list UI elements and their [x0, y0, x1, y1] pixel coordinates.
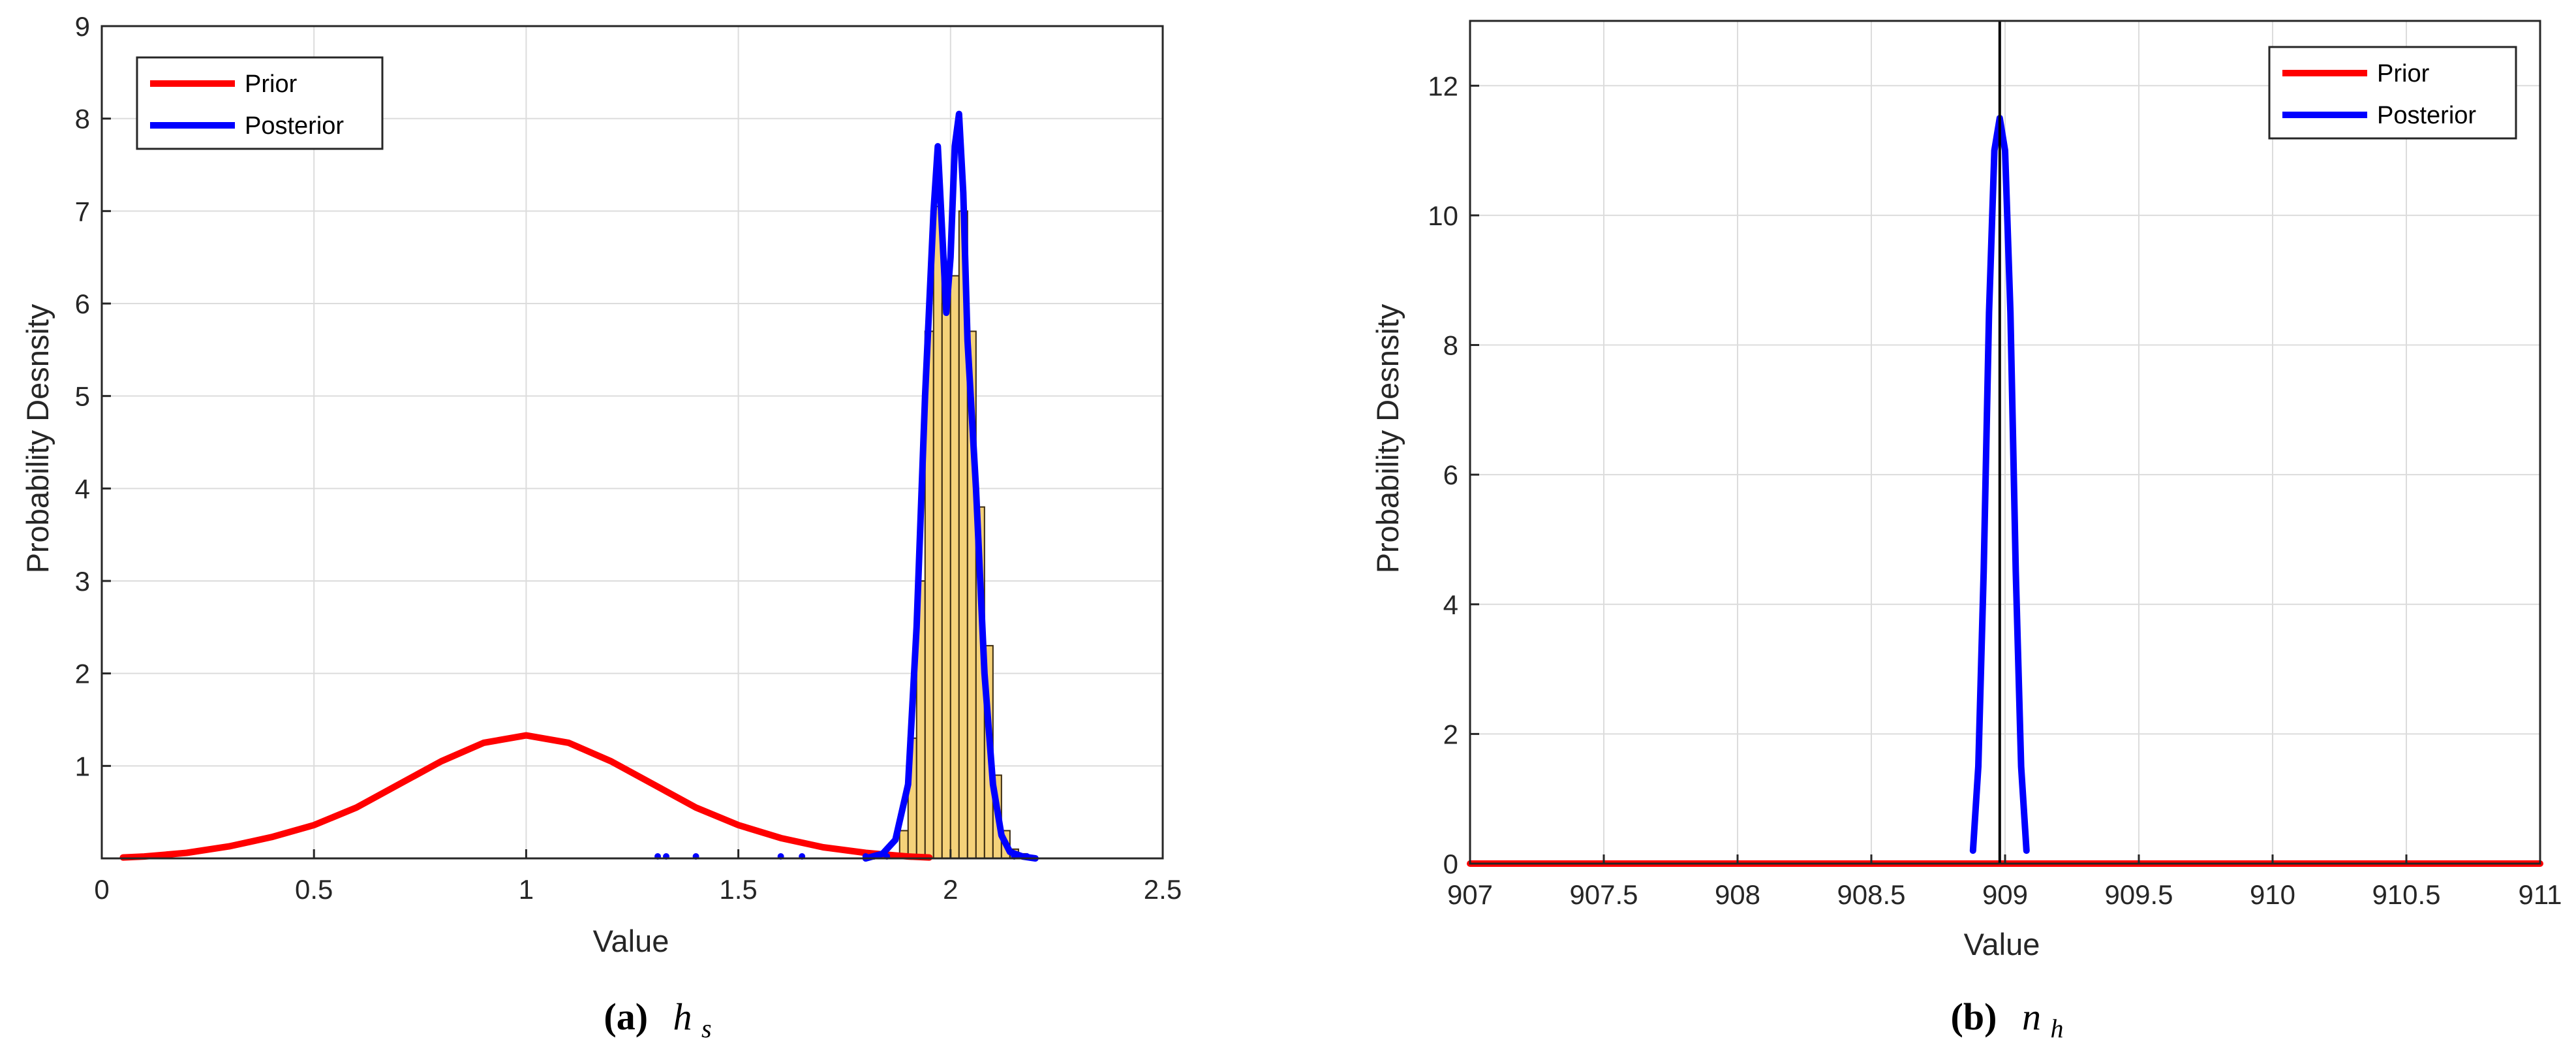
panel-b-legend-label-posterior: Posterior	[2377, 102, 2476, 129]
panel-b-ytick-label: 8	[1443, 330, 1458, 361]
panel-b-legend-label-prior: Prior	[2377, 60, 2430, 87]
panel-b-caption: (b) n h	[1951, 995, 2064, 1043]
panel-b-xtick-label: 910	[2250, 879, 2295, 910]
panel-a-ytick-label: 1	[75, 751, 90, 781]
panel-a-ytick-label: 7	[75, 196, 90, 227]
panel-a-xtick-label: 1	[519, 874, 534, 905]
histogram-bar	[932, 206, 943, 859]
panel-a-ylabel: Probability Desnsity	[20, 304, 55, 573]
panel-a-caption-symbol: h	[673, 995, 692, 1038]
panel-a-ytick-label: 2	[75, 659, 90, 689]
panel-b-xtick-label: 907	[1447, 879, 1493, 910]
panel-b-xtick-label: 908.5	[1837, 879, 1905, 910]
panel-a-xtick-label: 2	[943, 874, 958, 905]
panel-a-ytick-label: 6	[75, 289, 90, 319]
panel-a-series-prior	[119, 732, 933, 861]
panel-b-ytick-label: 10	[1428, 200, 1458, 231]
panel-a-caption: (a) h s	[604, 995, 711, 1043]
panel-a-series	[119, 110, 1039, 862]
panel-b-ylabel: Probability Desnsity	[1370, 304, 1405, 573]
panel-a-caption-letter: (a)	[604, 995, 648, 1038]
panel-a-xtick-label: 0	[94, 874, 109, 905]
panel-a-legend-label-posterior: Posterior	[245, 112, 344, 140]
panel-a-xtick-label: 1.5	[719, 874, 757, 905]
histogram-bar	[949, 275, 960, 859]
panel-a-caption-subscript: s	[701, 1014, 712, 1043]
panel-b-ytick-label: 0	[1443, 849, 1458, 879]
panel-b-ytick-label: 2	[1443, 719, 1458, 749]
panel-b-legend: Prior Posterior	[2268, 46, 2517, 140]
panel-a-series-posterior	[862, 110, 1039, 862]
panel-b-tick-labels: 907 907.5 908 908.5 909 909.5 910 910.5 911 0 2 4 6 8…	[1428, 70, 2562, 910]
panel-a-legend: Prior Posterior	[136, 56, 384, 150]
panel-a: 0 0.5 1 1.5 2 2.5 1 2 3 4 5 6 7 8 9 Value Probability …	[20, 11, 1182, 1043]
panel-b-xtick-label: 908	[1715, 879, 1760, 910]
panel-b-xtick-label: 911	[2519, 879, 2562, 910]
histogram-bar	[941, 303, 951, 859]
panel-b-caption-subscript: h	[2050, 1014, 2063, 1043]
panel-a-tick-labels: 0 0.5 1 1.5 2 2.5 1 2 3 4 5 6 7 8 9	[75, 11, 1182, 905]
axes-box	[100, 25, 1164, 860]
panel-a-legend-label-prior: Prior	[245, 70, 298, 98]
panel-b-xtick-label: 909	[1982, 879, 2028, 910]
panel-b-legend-box	[2268, 46, 2517, 140]
panel-a-ytick-label: 3	[75, 566, 90, 597]
panel-b-caption-symbol: n	[2022, 995, 2041, 1038]
panel-a-xtick-label: 0.5	[295, 874, 333, 905]
panel-a-legend-box	[136, 56, 384, 150]
panel-a-ytick-label: 5	[75, 381, 90, 412]
panel-b-xlabel: Value	[1964, 927, 2040, 962]
panel-a-ytick-label: 4	[75, 473, 90, 504]
panel-b: 907 907.5 908 908.5 909 909.5 910 910.5 911 0 2 4 6 8…	[1370, 20, 2562, 1043]
panel-b-ytick-label: 4	[1443, 589, 1458, 620]
panel-b-xtick-label: 909.5	[2104, 879, 2173, 910]
panel-a-axes	[100, 25, 1164, 860]
panel-b-xtick-label: 910.5	[2372, 879, 2440, 910]
panel-a-xtick-label: 2.5	[1144, 874, 1182, 905]
panel-b-ytick-label: 12	[1428, 70, 1458, 101]
panel-b-ytick-label: 6	[1443, 460, 1458, 490]
panel-a-ytick-label: 8	[75, 104, 90, 134]
panel-a-xlabel: Value	[593, 924, 669, 958]
panel-b-caption-letter: (b)	[1951, 995, 1997, 1038]
panel-a-ytick-label: 9	[75, 11, 90, 42]
panel-b-xtick-label: 907.5	[1569, 879, 1638, 910]
